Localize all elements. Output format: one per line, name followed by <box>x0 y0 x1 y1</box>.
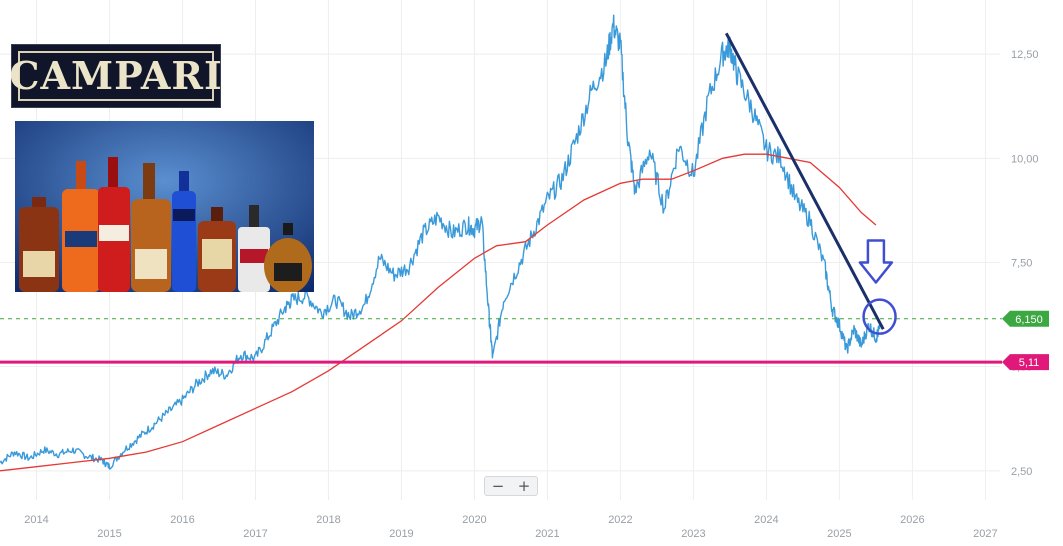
x-tick-label: 2015 <box>97 528 121 540</box>
x-tick-label: 2027 <box>973 528 997 540</box>
price-tag-label: 6,150 <box>1015 314 1043 326</box>
y-tick-label: 2,50 <box>1011 466 1032 478</box>
x-tick-label: 2017 <box>243 528 267 540</box>
bottles-image <box>15 121 314 292</box>
y-tick-label: 10,00 <box>1011 153 1039 165</box>
bottle-courvoisier <box>264 223 312 292</box>
highlight-circle <box>862 298 897 335</box>
zoom-controls: − + <box>484 476 538 496</box>
zoom-in-button[interactable]: + <box>517 476 531 495</box>
campari-logo: CAMPARI <box>9 44 222 108</box>
downtrend-line <box>724 32 885 330</box>
x-tick-label: 2023 <box>681 528 705 540</box>
price-tag <box>1002 310 1049 327</box>
x-tick-label: 2019 <box>389 528 413 540</box>
bottle-grand-marnier <box>19 197 59 292</box>
bottle-wild-turkey <box>131 163 171 292</box>
y-tick-label: 12,50 <box>1011 49 1039 61</box>
bottle-skyy <box>172 171 196 292</box>
product-photo <box>15 121 314 292</box>
x-tick-label: 2024 <box>754 514 778 526</box>
x-tick-label: 2025 <box>827 528 851 540</box>
bottle-campari <box>98 157 130 292</box>
x-tick-label: 2018 <box>316 514 340 526</box>
bottle-aperol <box>62 161 100 292</box>
down-arrow-icon <box>858 239 894 284</box>
x-tick-label: 2016 <box>170 514 194 526</box>
bottle-appleton <box>198 207 236 292</box>
price-tag-label: 5,11 <box>1019 357 1040 369</box>
price-tag <box>1002 354 1049 371</box>
x-tick-label: 2014 <box>24 514 48 526</box>
x-tick-label: 2020 <box>462 514 486 526</box>
price-series-line <box>0 14 881 470</box>
chart-lines <box>0 14 885 472</box>
x-tick-label: 2021 <box>535 528 559 540</box>
bottle-espolon <box>238 205 270 292</box>
logo-frame: CAMPARI <box>9 51 222 101</box>
moving-average-line <box>0 153 877 472</box>
level-lines: 6,150 5,11 <box>0 310 1049 371</box>
x-tick-label: 2026 <box>900 514 924 526</box>
logo-text: CAMPARI <box>9 53 223 98</box>
annotations <box>858 239 897 335</box>
x-tick-label: 2022 <box>608 514 632 526</box>
y-tick-label: 7,50 <box>1011 258 1032 270</box>
zoom-out-button[interactable]: − <box>491 476 505 495</box>
